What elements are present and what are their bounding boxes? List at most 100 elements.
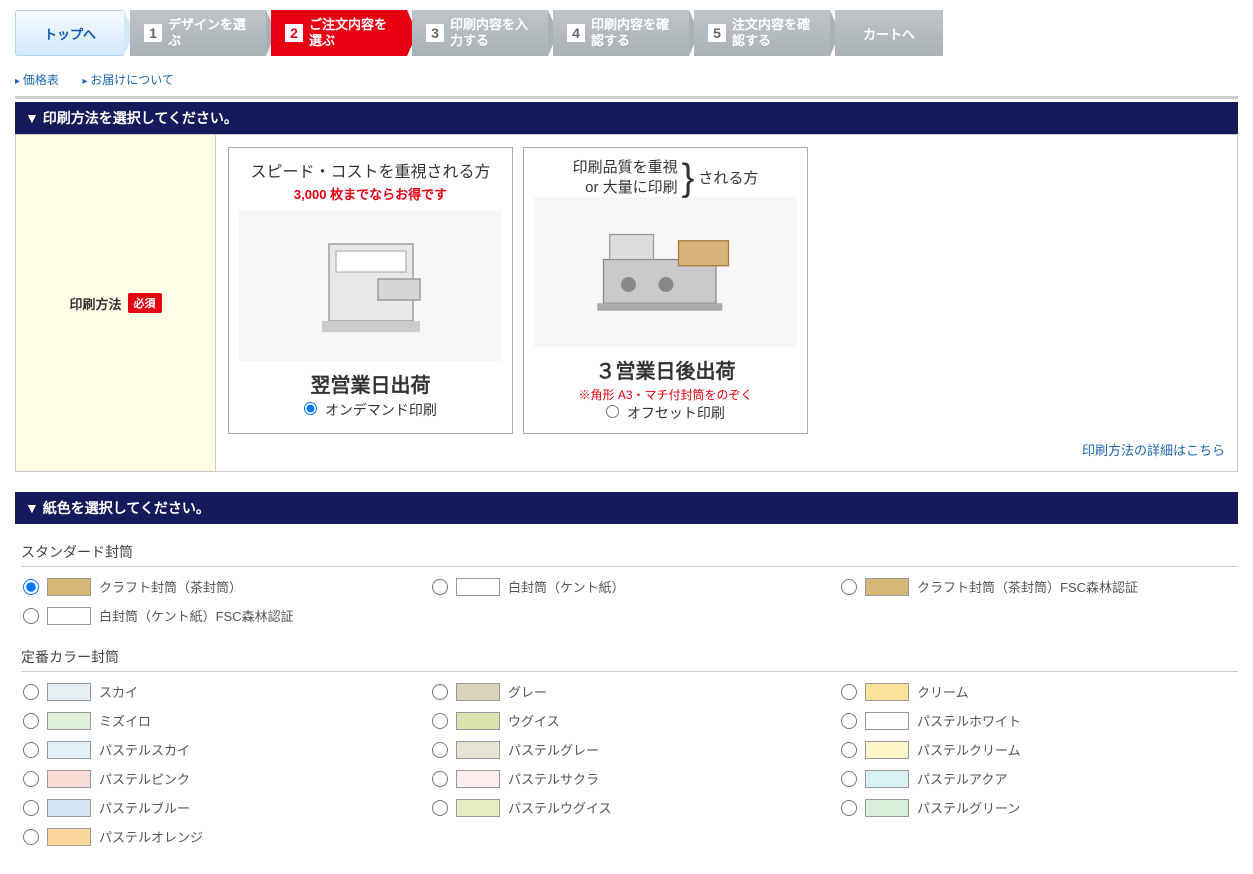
- paper-item[interactable]: クラフト封筒（茶封筒）: [23, 577, 412, 596]
- group-color-title: 定番カラー封筒: [21, 647, 1238, 672]
- detail-link-wrap: 印刷方法の詳細はこちら: [228, 440, 1225, 459]
- paper-radio[interactable]: [23, 742, 39, 758]
- card2-radio-text: オフセット印刷: [627, 405, 725, 421]
- print-method-detail-link[interactable]: 印刷方法の詳細はこちら: [1082, 443, 1225, 458]
- paper-radio[interactable]: [432, 742, 448, 758]
- paper-radio[interactable]: [432, 713, 448, 729]
- card2-image: [534, 197, 797, 347]
- paper-radio[interactable]: [841, 771, 857, 787]
- paper-item[interactable]: 白封筒（ケント紙）FSC森林認証: [23, 606, 412, 625]
- section-print-method-title: 印刷方法を選択してください。: [15, 102, 1238, 134]
- grid-color: スカイ グレー クリームミズイロ ウグイス パステルホワイトパステルスカイ パステルグレー…: [15, 678, 1238, 850]
- paper-item[interactable]: パステルホワイト: [841, 711, 1230, 730]
- paper-label: パステルサクラ: [508, 769, 599, 788]
- paper-radio[interactable]: [432, 771, 448, 787]
- step-2-label: ご注文内容を選ぶ: [309, 17, 399, 48]
- print-method-options: スピード・コストを重視される方 3,000 枚までならお得です 翌営業日出荷 オ…: [216, 135, 1237, 471]
- paper-item[interactable]: クリーム: [841, 682, 1230, 701]
- paper-item[interactable]: パステルグレー: [432, 740, 821, 759]
- paper-swatch: [47, 712, 91, 730]
- paper-radio[interactable]: [23, 713, 39, 729]
- step-cart[interactable]: カートへ: [835, 10, 943, 56]
- card1-radio-label[interactable]: オンデマンド印刷: [304, 402, 437, 418]
- card2-title: 印刷品質を重視 or 大量に印刷 } される方: [534, 158, 797, 197]
- paper-radio[interactable]: [432, 684, 448, 700]
- paper-radio[interactable]: [841, 713, 857, 729]
- paper-item[interactable]: スカイ: [23, 682, 412, 701]
- paper-label: クラフト封筒（茶封筒）FSC森林認証: [917, 577, 1138, 596]
- paper-label: パステルグレー: [508, 740, 599, 759]
- paper-label: パステルピンク: [99, 769, 190, 788]
- step-5-label: 注文内容を確認する: [732, 17, 822, 48]
- paper-item[interactable]: パステルブルー: [23, 798, 412, 817]
- paper-item[interactable]: ウグイス: [432, 711, 821, 730]
- paper-item[interactable]: パステルサクラ: [432, 769, 821, 788]
- paper-item[interactable]: パステルピンク: [23, 769, 412, 788]
- paper-label: パステルグリーン: [917, 798, 1020, 817]
- paper-item[interactable]: ミズイロ: [23, 711, 412, 730]
- paper-radio[interactable]: [841, 742, 857, 758]
- paper-radio[interactable]: [432, 579, 448, 595]
- card2-radio-label[interactable]: オフセット印刷: [606, 405, 725, 421]
- paper-item[interactable]: パステルクリーム: [841, 740, 1230, 759]
- radio-ondemand[interactable]: [304, 402, 317, 415]
- step-1-label: デザインを選ぶ: [168, 17, 258, 48]
- card1-image: [239, 211, 502, 361]
- paper-swatch: [47, 578, 91, 596]
- step-1-num: 1: [144, 24, 162, 42]
- step-2[interactable]: 2ご注文内容を選ぶ: [271, 10, 407, 56]
- step-1[interactable]: 1 デザインを選ぶ: [130, 10, 266, 56]
- step-top[interactable]: トップへ: [15, 10, 125, 56]
- paper-label: パステルブルー: [99, 798, 190, 817]
- paper-swatch: [865, 578, 909, 596]
- paper-radio[interactable]: [23, 608, 39, 624]
- step-5[interactable]: 5注文内容を確認する: [694, 10, 830, 56]
- paper-label: パステルクリーム: [917, 740, 1021, 759]
- paper-radio[interactable]: [841, 800, 857, 816]
- card1-ship: 翌営業日出荷: [239, 369, 502, 398]
- link-delivery[interactable]: お届けについて: [82, 73, 173, 87]
- step-4[interactable]: 4印刷内容を確認する: [553, 10, 689, 56]
- paper-swatch: [47, 828, 91, 846]
- paper-radio[interactable]: [23, 579, 39, 595]
- paper-item[interactable]: パステルアクア: [841, 769, 1230, 788]
- paper-item[interactable]: パステルウグイス: [432, 798, 821, 817]
- paper-item[interactable]: 白封筒（ケント紙）: [432, 577, 821, 596]
- print-card-offset[interactable]: 印刷品質を重視 or 大量に印刷 } される方 ３営業日後出荷 ※角形 A3・マ…: [523, 147, 808, 434]
- paper-label: パステルオレンジ: [99, 827, 203, 846]
- print-method-label: 印刷方法: [69, 294, 121, 313]
- paper-swatch: [456, 683, 500, 701]
- paper-item[interactable]: パステルグリーン: [841, 798, 1230, 817]
- paper-swatch: [456, 770, 500, 788]
- paper-radio[interactable]: [841, 579, 857, 595]
- paper-swatch: [47, 770, 91, 788]
- paper-radio[interactable]: [841, 684, 857, 700]
- print-card-ondemand[interactable]: スピード・コストを重視される方 3,000 枚までならお得です 翌営業日出荷 オ…: [228, 147, 513, 434]
- paper-item[interactable]: パステルオレンジ: [23, 827, 412, 846]
- card1-radio-text: オンデマンド印刷: [325, 402, 437, 418]
- paper-radio[interactable]: [23, 800, 39, 816]
- card2-title-l1: 印刷品質を重視: [573, 158, 678, 178]
- section-paper-title: 紙色を選択してください。: [15, 492, 1238, 524]
- paper-label: ウグイス: [508, 711, 560, 730]
- paper-radio[interactable]: [432, 800, 448, 816]
- step-4-label: 印刷内容を確認する: [591, 17, 681, 48]
- step-3-label: 印刷内容を入力する: [450, 17, 540, 48]
- paper-item[interactable]: クラフト封筒（茶封筒）FSC森林認証: [841, 577, 1230, 596]
- paper-item[interactable]: パステルスカイ: [23, 740, 412, 759]
- step-cart-label: カートへ: [863, 24, 915, 43]
- print-method-label-cell: 印刷方法 必須: [16, 135, 216, 471]
- paper-item[interactable]: グレー: [432, 682, 821, 701]
- card2-ship: ３営業日後出荷: [534, 355, 797, 384]
- step-3-num: 3: [426, 24, 444, 42]
- paper-radio[interactable]: [23, 829, 39, 845]
- paper-radio[interactable]: [23, 684, 39, 700]
- card1-sub: 3,000 枚までならお得です: [239, 184, 502, 203]
- paper-swatch: [865, 741, 909, 759]
- radio-offset[interactable]: [606, 405, 619, 418]
- paper-radio[interactable]: [23, 771, 39, 787]
- card1-title: スピード・コストを重視される方: [239, 158, 502, 182]
- link-price[interactable]: 価格表: [15, 73, 59, 87]
- step-3[interactable]: 3 印刷内容を入力する: [412, 10, 548, 56]
- print-method-row: 印刷方法 必須 スピード・コストを重視される方 3,000 枚までならお得です …: [15, 134, 1238, 472]
